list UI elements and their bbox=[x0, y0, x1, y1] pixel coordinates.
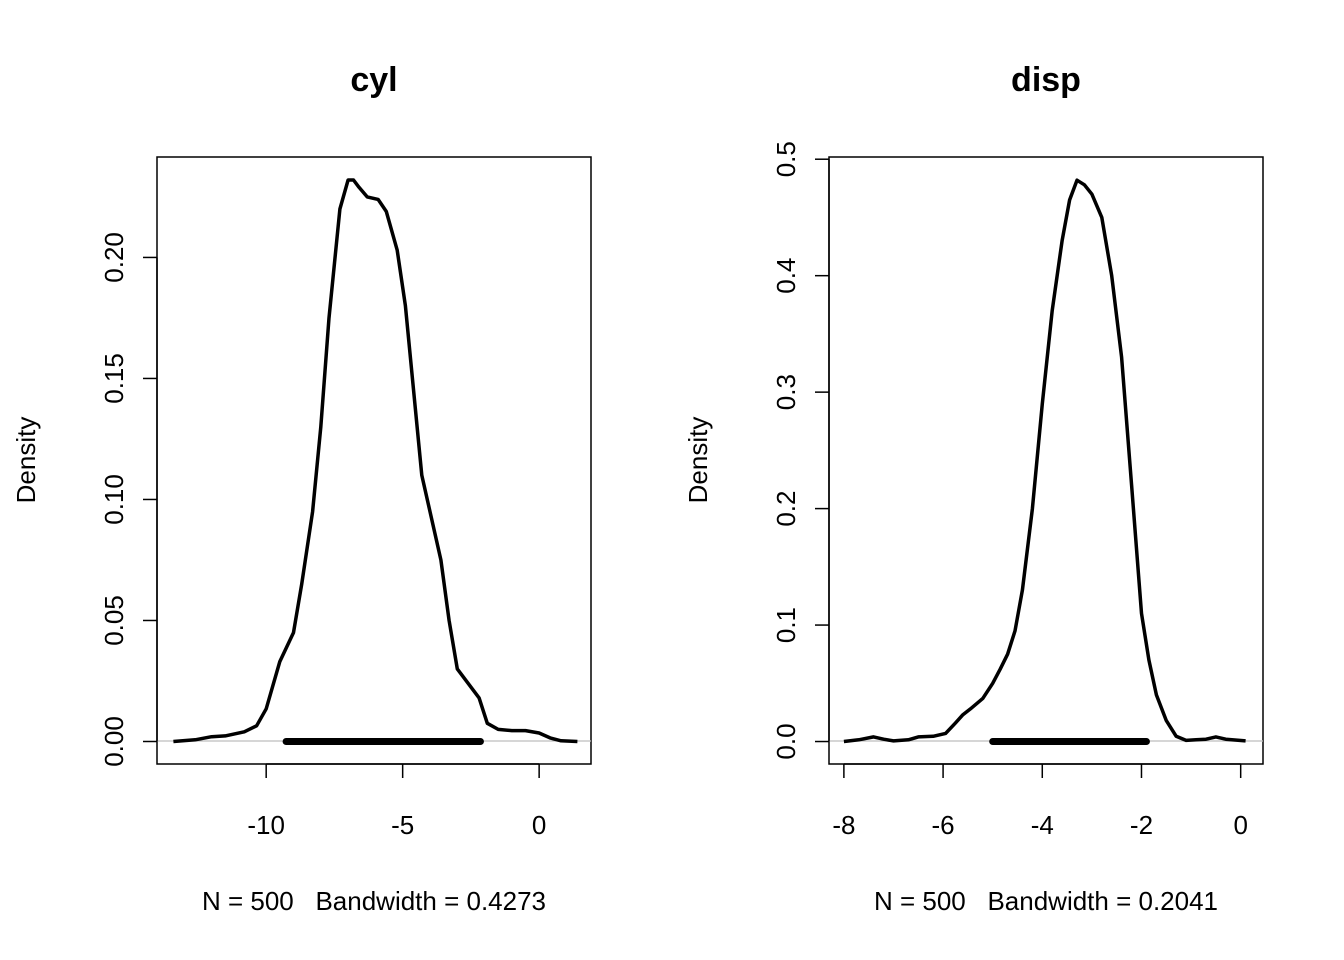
y-tick-label: 0.2 bbox=[771, 491, 801, 527]
x-tick-label: -2 bbox=[1130, 810, 1153, 840]
y-tick-label: 0.4 bbox=[771, 258, 801, 294]
y-tick-label: 0.0 bbox=[771, 723, 801, 759]
y-axis-label: Density bbox=[11, 417, 41, 504]
x-tick-label: 0 bbox=[532, 810, 546, 840]
plot-frame bbox=[156, 156, 592, 765]
density-curve bbox=[173, 178, 578, 744]
y-tick-label: 0.05 bbox=[99, 595, 129, 646]
x-tick-label: -6 bbox=[932, 810, 955, 840]
y-tick-label: 0.00 bbox=[99, 716, 129, 767]
x-tick-label: -4 bbox=[1031, 810, 1054, 840]
y-tick-label: 0.1 bbox=[771, 607, 801, 643]
x-tick-label: -10 bbox=[247, 810, 285, 840]
y-axis-label: Density bbox=[683, 417, 713, 504]
y-axis: 0.00 0.05 0.10 0.15 0.20 bbox=[99, 232, 158, 767]
x-axis-label: N = 500 Bandwidth = 0.4273 bbox=[202, 886, 546, 916]
plot-frame bbox=[828, 156, 1264, 765]
density-curve bbox=[843, 178, 1246, 744]
y-tick-label: 0.15 bbox=[99, 353, 129, 404]
panel-cyl: cyl -10 -5 0 0.00 0.05 0.10 0.15 0.20 De… bbox=[11, 61, 592, 916]
panel-disp: disp -8 -6 -4 -2 0 0.0 0.1 0.2 bbox=[683, 61, 1264, 916]
y-tick-label: 0.10 bbox=[99, 474, 129, 525]
x-axis-label: N = 500 Bandwidth = 0.2041 bbox=[874, 886, 1218, 916]
x-axis: -8 -6 -4 -2 0 bbox=[832, 763, 1248, 840]
y-axis: 0.0 0.1 0.2 0.3 0.4 0.5 bbox=[771, 141, 830, 760]
chart-title: disp bbox=[1011, 61, 1081, 99]
chart-title: cyl bbox=[350, 61, 397, 99]
x-tick-label: 0 bbox=[1233, 810, 1247, 840]
x-tick-label: -8 bbox=[832, 810, 855, 840]
x-axis: -10 -5 0 bbox=[247, 763, 546, 840]
y-tick-label: 0.5 bbox=[771, 141, 801, 177]
x-tick-label: -5 bbox=[391, 810, 414, 840]
y-tick-label: 0.3 bbox=[771, 374, 801, 410]
y-tick-label: 0.20 bbox=[99, 232, 129, 283]
